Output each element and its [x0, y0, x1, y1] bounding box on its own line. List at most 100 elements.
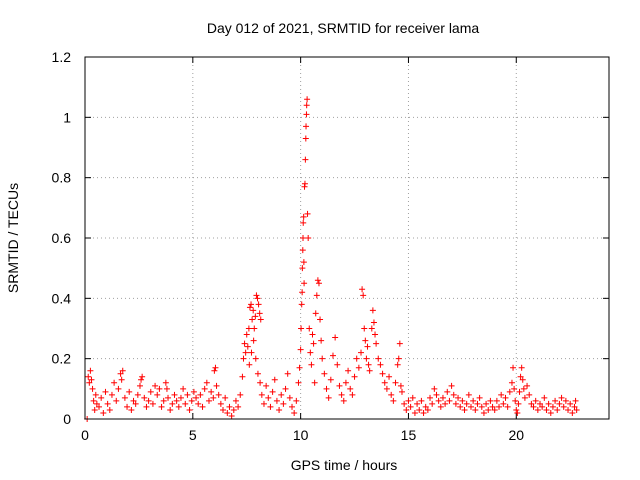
data-point	[93, 400, 100, 407]
data-point	[474, 400, 481, 407]
data-point	[173, 397, 180, 404]
data-point	[562, 397, 569, 404]
data-point	[246, 361, 253, 368]
data-point	[182, 400, 189, 407]
data-point	[465, 391, 472, 398]
data-point	[91, 406, 98, 413]
data-point	[220, 406, 227, 413]
data-point	[302, 156, 309, 163]
data-point	[383, 385, 390, 392]
data-point	[463, 400, 470, 407]
data-point	[493, 397, 500, 404]
data-point	[401, 400, 408, 407]
data-point	[556, 400, 563, 407]
data-point	[379, 370, 386, 377]
data-point	[113, 397, 120, 404]
data-point	[226, 403, 233, 410]
data-point	[502, 394, 509, 401]
data-point	[310, 340, 317, 347]
data-point	[188, 397, 195, 404]
data-point	[217, 400, 224, 407]
data-point	[295, 379, 302, 386]
data-point	[372, 331, 379, 338]
data-point	[452, 400, 459, 407]
data-point	[149, 400, 156, 407]
data-point	[177, 394, 184, 401]
y-tick-label: 1	[63, 109, 71, 125]
data-point	[450, 391, 457, 398]
data-point	[243, 331, 250, 338]
data-point	[300, 213, 307, 220]
data-point	[242, 349, 249, 356]
data-point	[278, 391, 285, 398]
data-point	[560, 403, 567, 410]
data-point	[309, 331, 316, 338]
data-point	[299, 289, 306, 296]
data-point	[373, 340, 380, 347]
data-point	[362, 337, 369, 344]
data-point	[235, 403, 242, 410]
data-point	[480, 409, 487, 416]
data-point	[536, 400, 543, 407]
data-point	[152, 382, 159, 389]
data-point	[250, 337, 257, 344]
x-tick-label: 10	[293, 427, 309, 443]
x-axis-label: GPS time / hours	[291, 457, 398, 473]
data-point	[355, 364, 362, 371]
data-point	[136, 382, 143, 389]
data-point	[212, 364, 219, 371]
data-point	[284, 370, 291, 377]
data-point	[203, 379, 210, 386]
data-point	[506, 388, 513, 395]
data-point	[472, 406, 479, 413]
data-point	[306, 325, 313, 332]
data-point	[190, 388, 197, 395]
data-point	[414, 400, 421, 407]
data-point	[208, 388, 215, 395]
data-point	[332, 334, 339, 341]
y-tick-label: 0.6	[52, 230, 72, 246]
data-point	[257, 379, 264, 386]
data-point	[303, 102, 310, 109]
data-point	[457, 403, 464, 410]
data-point	[92, 391, 99, 398]
data-point	[327, 376, 334, 383]
data-point	[442, 400, 449, 407]
data-points	[84, 96, 580, 422]
data-point	[444, 388, 451, 395]
data-point	[163, 385, 170, 392]
data-point	[271, 376, 278, 383]
data-point	[165, 394, 172, 401]
data-point	[305, 235, 312, 241]
data-point	[342, 379, 349, 386]
data-point	[437, 403, 444, 410]
data-point	[366, 367, 373, 374]
data-point	[87, 367, 94, 374]
data-point	[260, 400, 267, 407]
data-point	[397, 382, 404, 389]
data-point	[246, 304, 253, 311]
data-point	[215, 391, 222, 398]
data-point	[304, 210, 311, 217]
data-point	[147, 388, 154, 395]
data-point	[504, 403, 511, 410]
x-tick-label: 0	[81, 427, 89, 443]
data-point	[353, 355, 360, 362]
data-point	[307, 349, 314, 356]
data-point	[286, 394, 293, 401]
data-point	[115, 385, 122, 392]
data-point	[230, 406, 237, 413]
data-point	[210, 394, 217, 401]
data-point	[329, 352, 336, 359]
data-point	[160, 397, 167, 404]
data-point	[323, 385, 330, 392]
data-point	[321, 370, 328, 377]
data-point	[126, 388, 133, 395]
data-point	[439, 394, 446, 401]
data-point	[241, 340, 248, 347]
data-point	[169, 400, 176, 407]
data-point	[515, 400, 522, 407]
data-point	[102, 388, 109, 395]
